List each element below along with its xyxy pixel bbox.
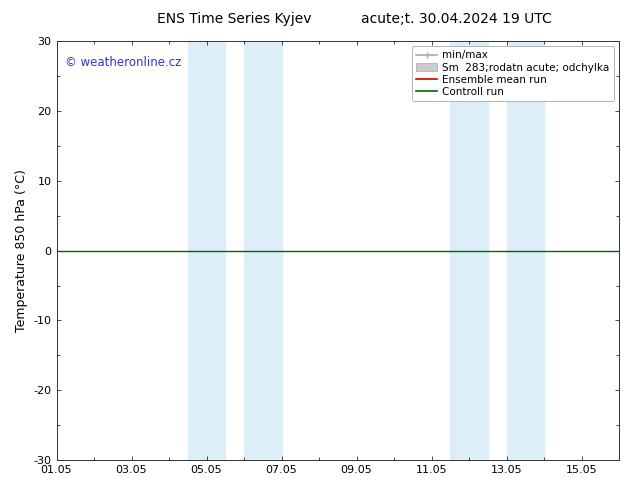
Bar <box>188 41 225 460</box>
Text: ENS Time Series Kyjev: ENS Time Series Kyjev <box>157 12 312 26</box>
Text: acute;t. 30.04.2024 19 UTC: acute;t. 30.04.2024 19 UTC <box>361 12 552 26</box>
Bar <box>507 41 544 460</box>
Y-axis label: Temperature 850 hPa (°C): Temperature 850 hPa (°C) <box>15 169 28 332</box>
Legend: min/max, Sm  283;rodatn acute; odchylka, Ensemble mean run, Controll run: min/max, Sm 283;rodatn acute; odchylka, … <box>412 46 614 101</box>
Bar <box>244 41 281 460</box>
Bar <box>450 41 488 460</box>
Text: © weatheronline.cz: © weatheronline.cz <box>65 56 181 69</box>
